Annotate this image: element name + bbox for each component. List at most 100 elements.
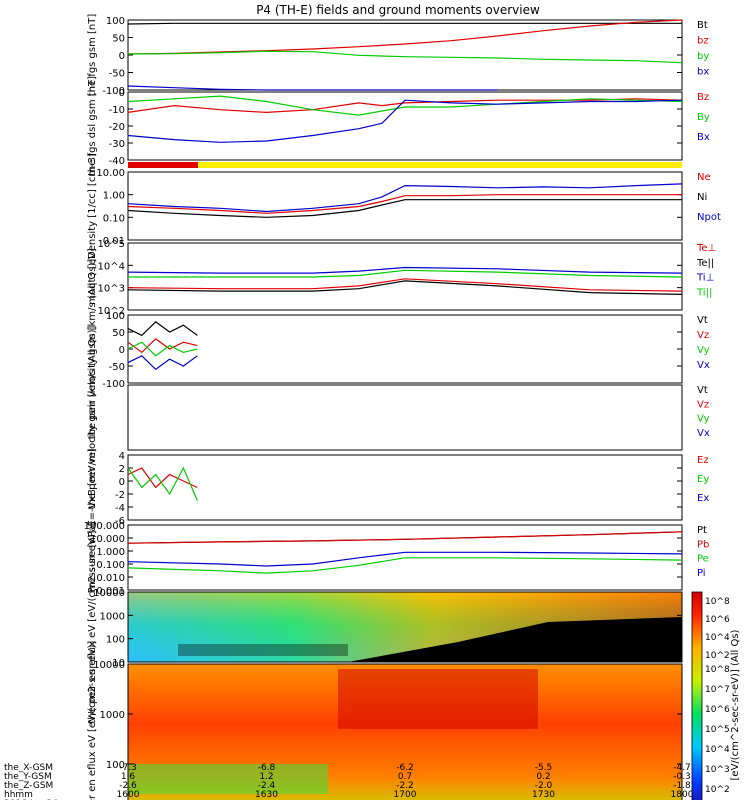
legend-Ti⊥: Ti⊥: [696, 273, 714, 284]
y-tick-label: 0.01: [103, 236, 125, 247]
legend-Vz: Vz: [697, 330, 709, 341]
colorbar-tick: 10^4: [705, 633, 730, 643]
y-axis-label: Density [1/cc] [cm-3]: [87, 153, 98, 259]
y-tick-label: -6: [115, 516, 125, 527]
legend-By: By: [697, 112, 710, 123]
y-tick-label: 0: [119, 345, 125, 356]
footer-row-label: the_Y-GSM: [4, 772, 52, 782]
footer-value: 1.2: [259, 772, 273, 782]
panel-9: 10000 1000 100 10 the peir en eflux eV [eV/(…: [87, 530, 683, 724]
y-tick-label: 0: [119, 88, 125, 99]
series-line-Te||: [127, 280, 683, 295]
panel-frame: [127, 171, 683, 241]
series-line-Ne: [127, 194, 682, 214]
series-line-Vz: [127, 338, 198, 354]
legend-by: by: [697, 51, 709, 62]
legend-Bx: Bx: [697, 132, 710, 143]
colorbar-tick: 10^5: [705, 725, 730, 735]
series-line-Bz: [127, 98, 683, 114]
panel-3: 10.00 1.00 0.10 0.01 Density [1/cc] [cm-3] Ne…: [87, 153, 721, 259]
footer-row-label: the_X-GSM: [4, 763, 53, 773]
y-tick-label: 10000: [93, 660, 125, 671]
series-line-Te⊥: [127, 278, 683, 292]
y-tick-label: 10^5: [98, 239, 125, 250]
y-tick-label: 50: [112, 34, 125, 45]
legend-Ni: Ni: [697, 192, 707, 203]
y-axis-label: the fgs dsl gsm [nT]: [87, 76, 98, 176]
y-axis-label: the peer velocity gsm [km/s (All Qs)]: [87, 325, 98, 509]
panel-6: the peer velocity gsm [km/s (All Qs)] Vt V…: [87, 325, 710, 509]
footer-value: 0.2: [536, 772, 550, 782]
legend-Te||: Te||: [696, 258, 714, 269]
y-tick-label: 4: [119, 451, 125, 462]
footer-value: 1730: [532, 790, 555, 800]
footer-value: -2.0: [535, 781, 553, 791]
series-line-By: [127, 95, 683, 116]
y-tick-label: -100: [102, 86, 125, 97]
y-tick-label: 100: [106, 16, 125, 27]
footer-value: -2.2: [396, 781, 414, 791]
panel-7: 4 2 0 -2 -4 -6 E=-VxB [mV/m] Ez Ey Ex: [87, 448, 709, 527]
colorbar-tick: 10^8: [705, 597, 730, 607]
footer-row-label: hhmm: [4, 790, 33, 800]
legend-Bz: Bz: [697, 92, 709, 103]
legend-bz: bz: [697, 36, 709, 47]
footer-value: -2.4: [258, 781, 276, 791]
y-tick-label: 0.001: [96, 586, 125, 597]
y-tick-label: 10^2: [98, 306, 125, 317]
series-line-Pe: [127, 557, 683, 574]
y-tick-label: 100: [106, 760, 125, 771]
colorbar-gradient: [691, 591, 703, 800]
colorbar-tick: 10^3: [705, 765, 730, 775]
y-axis-label: the fgs gsm [nT]: [87, 14, 98, 97]
y-tick-label: 1000: [100, 611, 125, 622]
y-tick-label: -40: [109, 156, 125, 167]
legend-Npot: Npot: [697, 212, 721, 223]
legend-bx: bx: [697, 67, 709, 78]
y-tick-label: 1.000: [96, 547, 125, 558]
y-tick-label: 10000: [93, 588, 125, 599]
legend-Pb: Pb: [697, 539, 709, 550]
y-tick-label: 2: [119, 464, 125, 475]
legend-Vt: Vt: [697, 385, 708, 396]
y-axis-label: the peir velocity gsm [km/s (All Qs)]: [87, 259, 98, 440]
footer-value: -6.2: [396, 763, 414, 773]
colorbar-tick: 10^2: [705, 785, 730, 795]
y-tick-label: 0: [119, 51, 125, 62]
y-tick-label: -50: [109, 362, 125, 373]
spectrogram-electron-band: [128, 764, 328, 794]
series-line-Bt: [127, 22, 682, 25]
y-tick-label: -100: [102, 379, 125, 390]
colorbar-tick: 10^8: [705, 665, 730, 675]
footer-value: -7.3: [119, 763, 137, 773]
y-axis-label: the peer en eflux eV [eV/(cm2-s-sr-eV)]: [87, 641, 98, 800]
y-tick-label: 100: [106, 635, 125, 646]
spectrogram-electron-hot: [338, 669, 538, 729]
series-line-Ti||: [128, 269, 683, 278]
legend-Vy: Vy: [697, 345, 710, 356]
spectrogram-ion-noise: [178, 644, 348, 656]
orbit-bar: [128, 162, 682, 168]
legend-Vx: Vx: [697, 428, 710, 439]
legend-Pt: Pt: [697, 525, 707, 536]
y-axis-label: E=-VxB [mV/m]: [87, 448, 98, 526]
y-tick-label: 100.000: [84, 521, 125, 532]
y-tick-label: 10^4: [98, 261, 125, 272]
panel-10: 10000 1000 100 10 the peer en eflux eV [eV/(…: [87, 641, 683, 800]
panel-frame: [127, 19, 683, 91]
legend-Vy: Vy: [697, 414, 710, 425]
series-line-Vx: [127, 355, 198, 371]
y-tick-label: 10.000: [90, 534, 125, 545]
footer-row-label: the_Z-GSM: [4, 781, 53, 791]
series-line-Bx: [127, 99, 683, 143]
legend-Te⊥: Te⊥: [696, 243, 716, 254]
series-line-Npot: [127, 183, 683, 213]
y-tick-label: -30: [109, 139, 125, 150]
footer-value: -4.7: [673, 763, 691, 773]
y-tick-label: 10: [112, 658, 125, 669]
series-line-Pb: [127, 531, 683, 544]
y-tick-label: 0.100: [96, 560, 125, 571]
y-tick-label: 1.00: [103, 191, 125, 202]
